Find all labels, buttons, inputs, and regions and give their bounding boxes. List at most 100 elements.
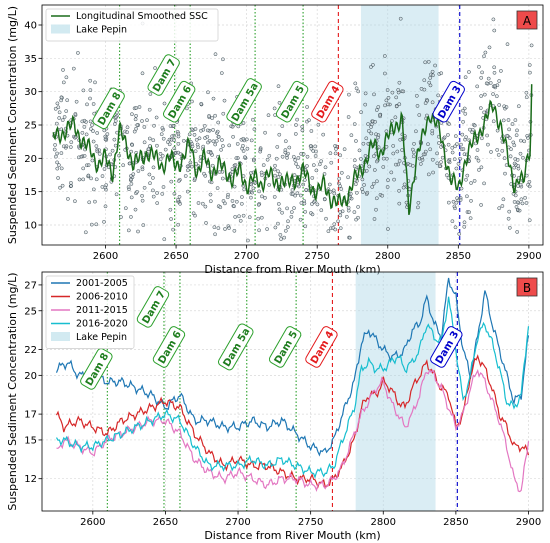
scatter-point <box>495 128 500 133</box>
scatter-point <box>219 71 224 75</box>
scatter-point <box>54 121 59 126</box>
scatter-point <box>501 118 506 123</box>
scatter-point <box>383 103 387 108</box>
scatter-point <box>507 209 512 214</box>
scatter-point <box>119 215 123 219</box>
y-axis-label: Suspended Sediment Concentration (mg/L) <box>6 6 19 244</box>
scatter-point <box>89 176 93 181</box>
scatter-point <box>212 225 217 230</box>
scatter-point <box>142 185 147 190</box>
scatter-point <box>232 184 237 189</box>
scatter-point <box>213 52 218 57</box>
scatter-point <box>126 185 131 189</box>
scatter-point <box>452 204 457 209</box>
scatter-point <box>130 112 134 117</box>
scatter-point <box>394 162 398 167</box>
scatter-point <box>453 134 458 138</box>
scatter-point <box>221 144 225 148</box>
scatter-point <box>57 110 62 115</box>
scatter-point <box>102 167 107 171</box>
scatter-point <box>487 45 492 50</box>
scatter-point <box>152 123 156 128</box>
scatter-point <box>235 142 240 146</box>
scatter-point <box>483 50 488 55</box>
scatter-point <box>240 195 244 199</box>
scatter-point <box>338 210 343 214</box>
scatter-point <box>461 108 465 113</box>
scatter-point <box>439 160 443 164</box>
scatter-point <box>497 103 502 107</box>
scatter-point <box>372 168 377 172</box>
scatter-point <box>512 143 517 148</box>
scatter-point <box>137 105 142 109</box>
scatter-point <box>234 156 239 160</box>
scatter-point <box>447 122 451 126</box>
scatter-point <box>283 228 288 233</box>
scatter-point <box>338 226 343 231</box>
scatter-point <box>219 147 223 152</box>
scatter-point <box>59 98 63 103</box>
scatter-point <box>397 188 401 193</box>
dam-label-box <box>430 326 463 368</box>
scatter-point <box>297 184 301 189</box>
scatter-point <box>65 98 70 103</box>
scatter-point <box>460 132 465 137</box>
x-tick-label: 2800 <box>371 517 396 528</box>
scatter-point <box>247 215 252 220</box>
scatter-point <box>519 197 524 202</box>
y-tick-label: 20 <box>24 154 37 165</box>
scatter-point <box>300 124 305 129</box>
scatter-point <box>82 125 87 129</box>
scatter-point <box>233 163 238 167</box>
scatter-point <box>192 132 197 137</box>
scatter-point <box>522 139 527 144</box>
scatter-point <box>366 122 370 126</box>
scatter-point <box>392 177 396 182</box>
legend-swatch-patch <box>51 332 70 341</box>
scatter-point <box>239 201 244 206</box>
scatter-point <box>491 92 495 96</box>
scatter-point <box>94 222 99 227</box>
scatter-point <box>74 99 79 104</box>
y-tick-label: 12 <box>24 474 37 485</box>
scatter-point <box>69 184 74 188</box>
scatter-point <box>251 117 255 122</box>
scatter-point <box>162 101 167 106</box>
scatter-point <box>381 156 386 161</box>
scatter-point <box>352 210 357 214</box>
scatter-point <box>315 202 320 207</box>
scatter-point <box>496 153 501 157</box>
scatter-point <box>200 201 205 206</box>
dam-label: Dam 7 <box>147 54 180 96</box>
scatter-point <box>231 134 235 139</box>
scatter-point <box>293 158 298 162</box>
scatter-point <box>197 136 202 141</box>
scatter-point <box>305 154 310 159</box>
y-tick-label: 30 <box>24 87 37 98</box>
scatter-point <box>521 155 525 160</box>
scatter-point <box>148 181 152 186</box>
scatter-point <box>418 162 423 166</box>
scatter-point <box>205 134 210 139</box>
scatter-point <box>176 141 181 146</box>
scatter-point <box>272 106 277 111</box>
scatter-point <box>209 180 214 185</box>
scatter-point <box>215 129 220 134</box>
scatter-point <box>426 59 431 64</box>
scatter-point <box>513 118 518 122</box>
legend-label: Lake Pepin <box>76 25 127 36</box>
scatter-point <box>353 81 358 86</box>
scatter-point <box>370 185 375 189</box>
scatter-point <box>499 69 503 73</box>
scatter-point <box>93 199 97 204</box>
scatter-point <box>371 154 376 159</box>
scatter-point <box>485 133 489 138</box>
scatter-point <box>256 216 261 221</box>
scatter-point <box>185 189 190 194</box>
scatter-point <box>337 181 341 186</box>
scatter-point <box>346 175 350 180</box>
dam-label: Dam 5a <box>226 78 262 126</box>
scatter-point <box>509 147 513 152</box>
scatter-point <box>60 183 65 188</box>
